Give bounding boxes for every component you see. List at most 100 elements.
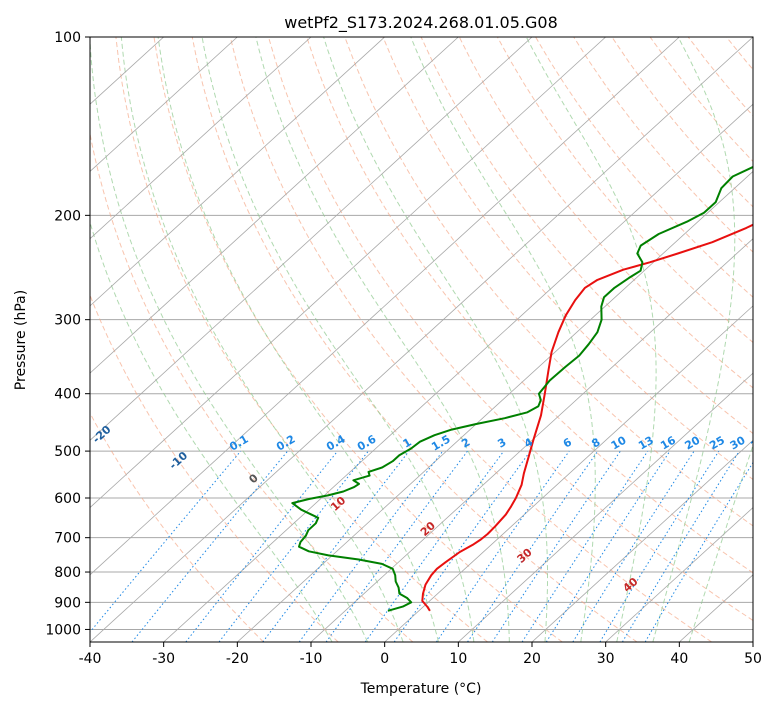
- mixing-ratio-line: [545, 450, 671, 642]
- x-tick-label: 50: [744, 651, 762, 667]
- dry-adiabat-label: 10: [328, 494, 348, 514]
- background-grid: [90, 37, 775, 642]
- moist-adiabat: [255, 37, 510, 642]
- x-tick-label: -10: [300, 651, 323, 667]
- dry-adiabat: [611, 37, 753, 208]
- y-tick-label: 600: [54, 491, 81, 507]
- mixing-ratio-label: 10: [609, 433, 629, 452]
- y-tick-label: 700: [54, 531, 81, 547]
- moist-adiabat: [323, 37, 548, 642]
- chart-title: wetPf2_S173.2024.268.01.05.G08: [284, 13, 558, 33]
- isotherm: [163, 103, 753, 642]
- y-tick-label: 300: [54, 313, 81, 329]
- dry-adiabat: [573, 37, 753, 253]
- series-layer: [291, 165, 753, 612]
- dry-adiabat: [649, 37, 753, 163]
- moist-adiabat: [201, 37, 475, 642]
- y-tick-label: 800: [54, 565, 81, 581]
- isotherm: [237, 170, 753, 642]
- mixing-ratio-label: 30: [728, 433, 748, 452]
- mixing-ratio-label: 2: [459, 436, 472, 451]
- y-axis-label: Pressure (hPa): [13, 290, 29, 390]
- mixing-ratio-line: [521, 450, 649, 642]
- mixing-ratio-label: 25: [707, 434, 727, 453]
- dry-adiabat: [90, 412, 264, 642]
- dry-adiabat-label: -20: [90, 423, 114, 446]
- dry-adiabat: [535, 37, 753, 298]
- dry-adiabat-label: -30: [17, 395, 41, 418]
- mixing-ratio-label: 36: [748, 433, 768, 452]
- isotherm: [90, 37, 385, 307]
- isotherm: [384, 305, 753, 642]
- mixing-ratio-label: 0.1: [227, 433, 250, 454]
- mixing-ratio-line: [325, 450, 468, 642]
- mixing-ratio-line: [491, 450, 621, 642]
- dry-adiabat: [765, 37, 775, 642]
- moist-adiabat: [652, 37, 736, 642]
- x-tick-label: -20: [226, 651, 249, 667]
- x-tick-label: -30: [152, 651, 175, 667]
- dry-adiabat: [382, 37, 753, 481]
- isotherm: [90, 37, 533, 441]
- dry-adiabat-label: -10: [167, 449, 191, 472]
- moist-adiabat: [90, 220, 333, 642]
- mixing-ratio-line: [467, 450, 599, 642]
- dry-adiabat-label: 40: [620, 575, 640, 595]
- moist-adiabat: [688, 443, 753, 642]
- mixing-ratio-label: 16: [658, 433, 678, 452]
- isotherm: [310, 238, 753, 642]
- temperature-profile-line: [421, 223, 753, 612]
- y-tick-label: 500: [54, 444, 81, 460]
- x-axis-label: Temperature (°C): [360, 681, 482, 697]
- isotherm: [90, 37, 459, 374]
- x-axis-ticks: -40 -30 -20 -10 0 10 20 30 40 50: [79, 642, 762, 667]
- dry-adiabat: [191, 37, 638, 642]
- mixing-ratio-line: [185, 450, 338, 642]
- isotherm: [531, 439, 753, 642]
- dry-adiabat: [268, 37, 753, 622]
- isotherm: [752, 641, 753, 642]
- y-tick-label: 100: [54, 30, 81, 46]
- mixing-ratio-label: 3: [495, 436, 508, 451]
- mixing-ratio-line: [218, 450, 369, 642]
- dry-adiabat: [306, 37, 753, 574]
- mixing-ratio-label: 0.6: [355, 432, 379, 453]
- moist-adiabat: [90, 37, 369, 642]
- mixing-ratio-label: 6: [561, 435, 574, 450]
- mixing-ratio-line: [364, 450, 505, 642]
- x-tick-label: 10: [449, 651, 467, 667]
- moist-adiabat: [410, 37, 596, 642]
- dewpoint-profile-line: [291, 165, 753, 612]
- dry-adiabat: [687, 37, 753, 117]
- mixing-ratio-line: [435, 450, 570, 642]
- y-tick-label: 200: [54, 208, 81, 224]
- isotherm: [90, 37, 238, 172]
- moist-adiabat: [157, 37, 439, 642]
- moist-adiabat: [120, 37, 404, 642]
- x-tick-label: 30: [597, 651, 615, 667]
- mixing-ratio-line: [131, 450, 288, 642]
- mixing-ratio-label: 20: [683, 433, 703, 452]
- dry-adiabat: [496, 37, 753, 344]
- dry-adiabat: [344, 37, 753, 527]
- mixing-ratio-line: [393, 450, 531, 642]
- x-tick-label: -40: [79, 651, 102, 667]
- isotherm: [458, 372, 753, 642]
- mixing-ratio-label: 0.2: [274, 433, 297, 454]
- dry-adiabat: [115, 37, 488, 642]
- mixing-ratio-line: [298, 450, 444, 642]
- isotherm: [605, 507, 753, 642]
- y-tick-label: 400: [54, 387, 81, 403]
- y-tick-label: 900: [54, 595, 81, 611]
- x-tick-label: 0: [380, 651, 389, 667]
- x-tick-label: 40: [670, 651, 688, 667]
- dry-adiabat: [420, 37, 753, 435]
- plot-frame: [89, 36, 754, 643]
- y-axis-ticks: 100 200 300 400 500 600 700 800 900 1000: [45, 30, 90, 638]
- dry-adiabat: [153, 37, 563, 642]
- isotherm: [90, 37, 753, 642]
- isotherm: [90, 37, 606, 509]
- dry-adiabat: [229, 37, 712, 642]
- mixing-ratio-line: [621, 450, 740, 642]
